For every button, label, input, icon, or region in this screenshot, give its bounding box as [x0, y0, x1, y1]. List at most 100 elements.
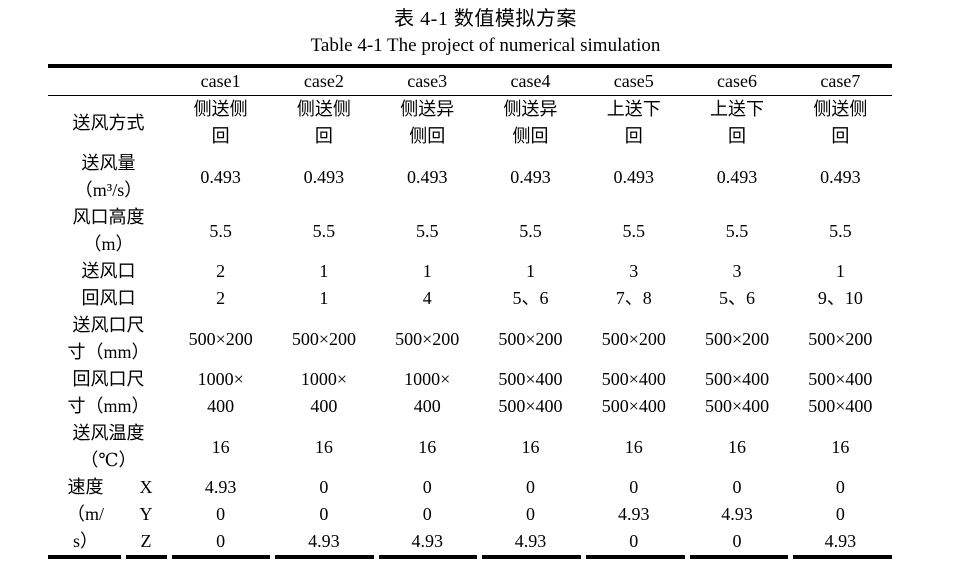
table-cell: 3: [732, 261, 742, 281]
table-cell: 0.493: [820, 166, 861, 187]
table-cell: 500×200: [704, 328, 770, 349]
table-title-chinese: 表 4-1 数值模拟方案: [394, 8, 577, 30]
table-cell: 1: [319, 261, 329, 281]
table-cell: 5、6: [719, 288, 756, 308]
table-cell: 0: [422, 477, 432, 497]
row-label: 回风口尺 寸（mm）: [67, 369, 150, 416]
table-cell: 5.5: [725, 220, 749, 241]
table-cell: 16: [728, 436, 747, 457]
table-cell: 1: [835, 261, 845, 281]
row-label: 送风温度 （℃）: [72, 423, 145, 470]
table-cell: 0: [525, 504, 535, 524]
row-return-outlet-size: 回风口尺 寸（mm） 1000× 400 1000× 400 1000× 400…: [48, 366, 892, 420]
axis-label-z: Z: [140, 531, 152, 551]
table-cell: 侧送异 侧回: [400, 99, 455, 146]
table-cell: 0.493: [613, 166, 655, 187]
table-cell: 1: [525, 261, 535, 281]
column-header-case2: case2: [272, 68, 376, 96]
table-cell: 500×200: [291, 328, 356, 349]
table-cell: 4.93: [514, 531, 547, 551]
table-cell: 5、6: [512, 288, 549, 308]
table-cell: 7、8: [615, 288, 652, 308]
column-header-case1: case1: [169, 68, 273, 96]
table-cell: 0.493: [200, 166, 241, 187]
table-cell: 500×400 500×400: [808, 369, 873, 416]
column-header-case6: case6: [685, 68, 789, 96]
table-cell: 1: [422, 261, 432, 281]
table-cell: 上送下 回: [606, 99, 661, 146]
column-header-case5: case5: [582, 68, 686, 96]
table-cell: 0: [732, 531, 742, 551]
table-cell: 5.5: [415, 220, 439, 241]
table-cell: 0: [216, 531, 226, 551]
row-velocity-z: Z 0 4.93 4.93 4.93 0 0 4.93: [48, 528, 892, 555]
table-cell: 500×400 500×400: [601, 369, 666, 416]
table-cell: 4.93: [308, 531, 340, 551]
column-header-case4: case4: [478, 68, 583, 96]
row-return-outlet: 回风口 2 1 4 5、6 7、8 5、6 9、10: [48, 285, 892, 312]
table-cell: 500×200: [808, 328, 873, 349]
table-cell: 3: [629, 261, 639, 281]
table-cell: 5.5: [829, 220, 852, 241]
row-velocity-x: 速度 （m/ s） X 4.93 0 0 0 0 0 0: [48, 474, 892, 551]
table-cell: 16: [831, 436, 850, 457]
table-cell: 500×200: [395, 328, 460, 349]
table-cell: 0: [835, 477, 845, 497]
row-label: 送风口尺 寸（mm）: [67, 315, 150, 362]
column-header-case7: case7: [788, 68, 892, 96]
axis-label-y: Y: [139, 504, 153, 524]
table-cell: 16: [211, 436, 230, 457]
table-cell: 4.93: [618, 504, 650, 524]
table-cell: 0: [835, 504, 845, 524]
table-cell: 500×400 500×400: [498, 369, 563, 416]
table-cell: 16: [521, 436, 540, 457]
table-cell: 4.93: [411, 531, 443, 551]
row-air-supply-volume: 送风量 （m³/s） 0.493 0.493 0.493 0.493 0.493…: [48, 150, 892, 204]
row-supply-outlet: 送风口 2 1 1 1 3 3 1: [48, 258, 892, 285]
table-cell: 0.493: [716, 166, 758, 187]
table-title-english: Table 4-1 The project of numerical simul…: [310, 35, 661, 56]
table-cell: 0.493: [510, 166, 551, 187]
table-cell: 4.93: [204, 477, 237, 497]
table-cell: 9、10: [817, 288, 863, 308]
table-cell: 1: [319, 288, 329, 308]
table-cell: 0: [629, 531, 639, 551]
row-air-supply-mode: 送风方式 侧送侧 回 侧送侧 回 侧送异 侧回 侧送异 侧回 上送下 回 上送下…: [48, 96, 892, 151]
table-cell: 侧送异 侧回: [503, 99, 558, 146]
table-cell: 0: [319, 504, 329, 524]
corner-cell: [48, 68, 169, 96]
table-cell: 0: [732, 477, 742, 497]
table-cell: 0: [216, 504, 226, 524]
table-cell: 0: [319, 477, 329, 497]
table-cell: 上送下 回: [710, 99, 765, 146]
table-cell: 16: [624, 436, 643, 457]
table-cell: 1000× 400: [197, 369, 244, 416]
table-bottom-rule: [48, 555, 892, 559]
table-cell: 侧送侧 回: [296, 99, 351, 146]
table-cell: 侧送侧 回: [193, 99, 248, 146]
row-velocity-y: Y 0 0 0 0 4.93 4.93 0: [48, 501, 892, 528]
table-cell: 1000× 400: [300, 369, 347, 416]
table-cell: 0: [629, 477, 639, 497]
row-label: 风口高度 （m）: [72, 207, 145, 254]
row-label: 送风口: [81, 261, 136, 281]
table-cell: 4.93: [721, 504, 753, 524]
table-cell: 5.5: [312, 220, 336, 241]
table-cell: 500×200: [188, 328, 253, 349]
table-cell: 500×400 500×400: [704, 369, 770, 416]
row-label: 送风量 （m³/s）: [74, 153, 143, 200]
table-cell: 2: [216, 288, 226, 308]
row-outlet-height: 风口高度 （m） 5.5 5.5 5.5 5.5 5.5 5.5 5.5: [48, 204, 892, 258]
table-cell: 5.5: [209, 220, 232, 241]
table-cell: 500×200: [498, 328, 563, 349]
axis-label-x: X: [139, 477, 153, 497]
table-cell: 16: [418, 436, 437, 457]
table-cell: 2: [216, 261, 226, 281]
table-cell: 1000× 400: [404, 369, 451, 416]
table-cell: 侧送侧 回: [813, 99, 868, 146]
row-supply-temperature: 送风温度 （℃） 16 16 16 16 16 16 16: [48, 420, 892, 474]
table-cell: 4.93: [824, 531, 857, 551]
table-cell: 0: [422, 504, 432, 524]
velocity-label: 速度 （m/ s）: [66, 477, 104, 551]
